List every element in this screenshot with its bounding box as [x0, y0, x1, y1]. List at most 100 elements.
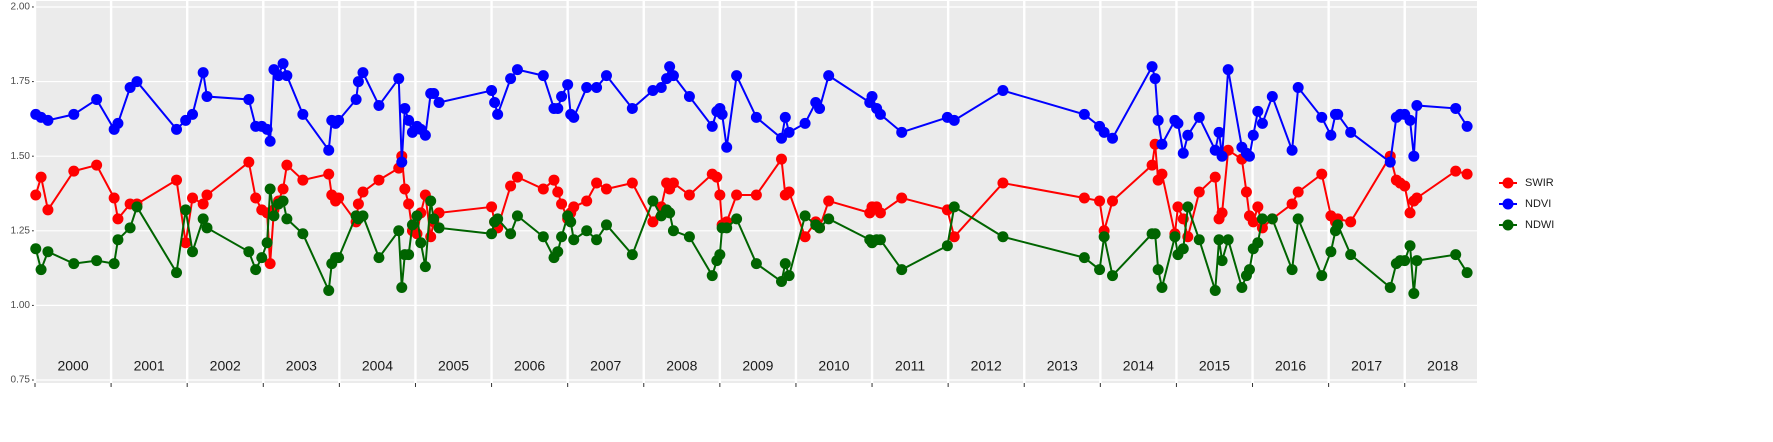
data-point — [197, 198, 209, 210]
data-point — [264, 183, 276, 195]
data-point — [511, 210, 523, 222]
data-point — [896, 126, 908, 138]
data-point — [1411, 192, 1423, 204]
data-point — [357, 186, 369, 198]
data-point — [323, 284, 335, 296]
data-point — [1325, 246, 1337, 258]
data-point — [1078, 108, 1090, 120]
data-point — [750, 111, 762, 123]
y-tick-label: 1.25 — [11, 225, 31, 236]
data-point — [1213, 234, 1225, 246]
data-point — [201, 222, 213, 234]
data-point — [783, 126, 795, 138]
year-label: 2016 — [1275, 358, 1306, 374]
year-label: 2007 — [590, 358, 621, 374]
data-point — [664, 61, 676, 73]
data-point — [264, 135, 276, 147]
data-point — [537, 70, 549, 82]
data-point — [35, 264, 47, 276]
data-point — [1247, 216, 1259, 228]
data-point — [1146, 61, 1158, 73]
data-point — [941, 240, 953, 252]
y-tick-label: 1.75 — [11, 76, 31, 87]
data-point — [1286, 264, 1298, 276]
year-label: 2002 — [210, 358, 241, 374]
data-point — [731, 70, 743, 82]
data-point — [1156, 282, 1168, 293]
data-point — [357, 210, 369, 222]
data-point — [600, 219, 612, 231]
data-point — [1243, 150, 1255, 162]
data-point — [1266, 91, 1278, 102]
data-point — [556, 231, 568, 243]
data-point — [91, 159, 103, 171]
data-point — [626, 177, 638, 189]
year-label: 2008 — [666, 358, 697, 374]
data-point — [297, 174, 309, 186]
year-label: 2015 — [1199, 358, 1230, 374]
data-point — [112, 117, 124, 129]
data-point — [108, 258, 120, 270]
data-point — [428, 88, 440, 100]
y-tick-label: 1.50 — [11, 151, 31, 162]
data-point — [1149, 73, 1161, 85]
data-point — [373, 252, 385, 264]
data-point — [721, 141, 733, 153]
year-label: 2000 — [57, 358, 88, 374]
data-point — [1094, 195, 1106, 207]
data-point — [1222, 64, 1234, 76]
data-point — [403, 198, 415, 210]
data-point — [393, 225, 405, 237]
data-point — [281, 213, 293, 225]
data-point — [1399, 255, 1411, 267]
data-point — [997, 177, 1009, 189]
data-point — [403, 114, 415, 126]
year-label: 2005 — [438, 358, 469, 374]
y-tick-label: 0.75 — [11, 375, 31, 386]
data-point — [896, 264, 908, 276]
data-point — [112, 213, 124, 225]
data-point — [1172, 201, 1184, 213]
year-label: 2001 — [134, 358, 165, 374]
data-point — [373, 174, 385, 186]
data-point — [626, 249, 638, 261]
data-point — [399, 183, 411, 195]
data-point — [562, 79, 574, 91]
data-point — [714, 249, 726, 261]
data-point — [1256, 213, 1268, 225]
data-point — [492, 108, 504, 120]
data-point — [775, 153, 787, 165]
data-point — [486, 228, 498, 240]
data-point — [91, 255, 103, 267]
data-point — [511, 64, 523, 76]
data-point — [171, 174, 183, 186]
data-point — [264, 258, 276, 270]
data-point — [277, 58, 289, 70]
data-point — [1411, 255, 1423, 267]
data-point — [874, 207, 886, 219]
data-point — [1247, 129, 1259, 141]
data-point — [243, 156, 255, 168]
data-point — [352, 76, 364, 88]
data-point — [1078, 252, 1090, 264]
y-tick-label: 1.00 — [11, 300, 31, 311]
data-point — [568, 111, 580, 123]
data-point — [250, 264, 262, 276]
data-point — [581, 195, 593, 207]
data-point — [706, 120, 718, 132]
data-point — [896, 192, 908, 204]
data-point — [1332, 108, 1344, 120]
data-point — [783, 186, 795, 198]
data-point — [667, 225, 679, 237]
data-point — [1193, 186, 1205, 198]
data-point — [716, 108, 728, 120]
legend-label: NDWI — [1525, 219, 1554, 231]
year-label: 2003 — [286, 358, 317, 374]
data-point — [600, 183, 612, 195]
data-point — [1325, 129, 1337, 141]
data-point — [486, 201, 498, 213]
year-label: 2011 — [895, 358, 925, 374]
data-point — [261, 237, 273, 249]
data-point — [393, 73, 405, 85]
